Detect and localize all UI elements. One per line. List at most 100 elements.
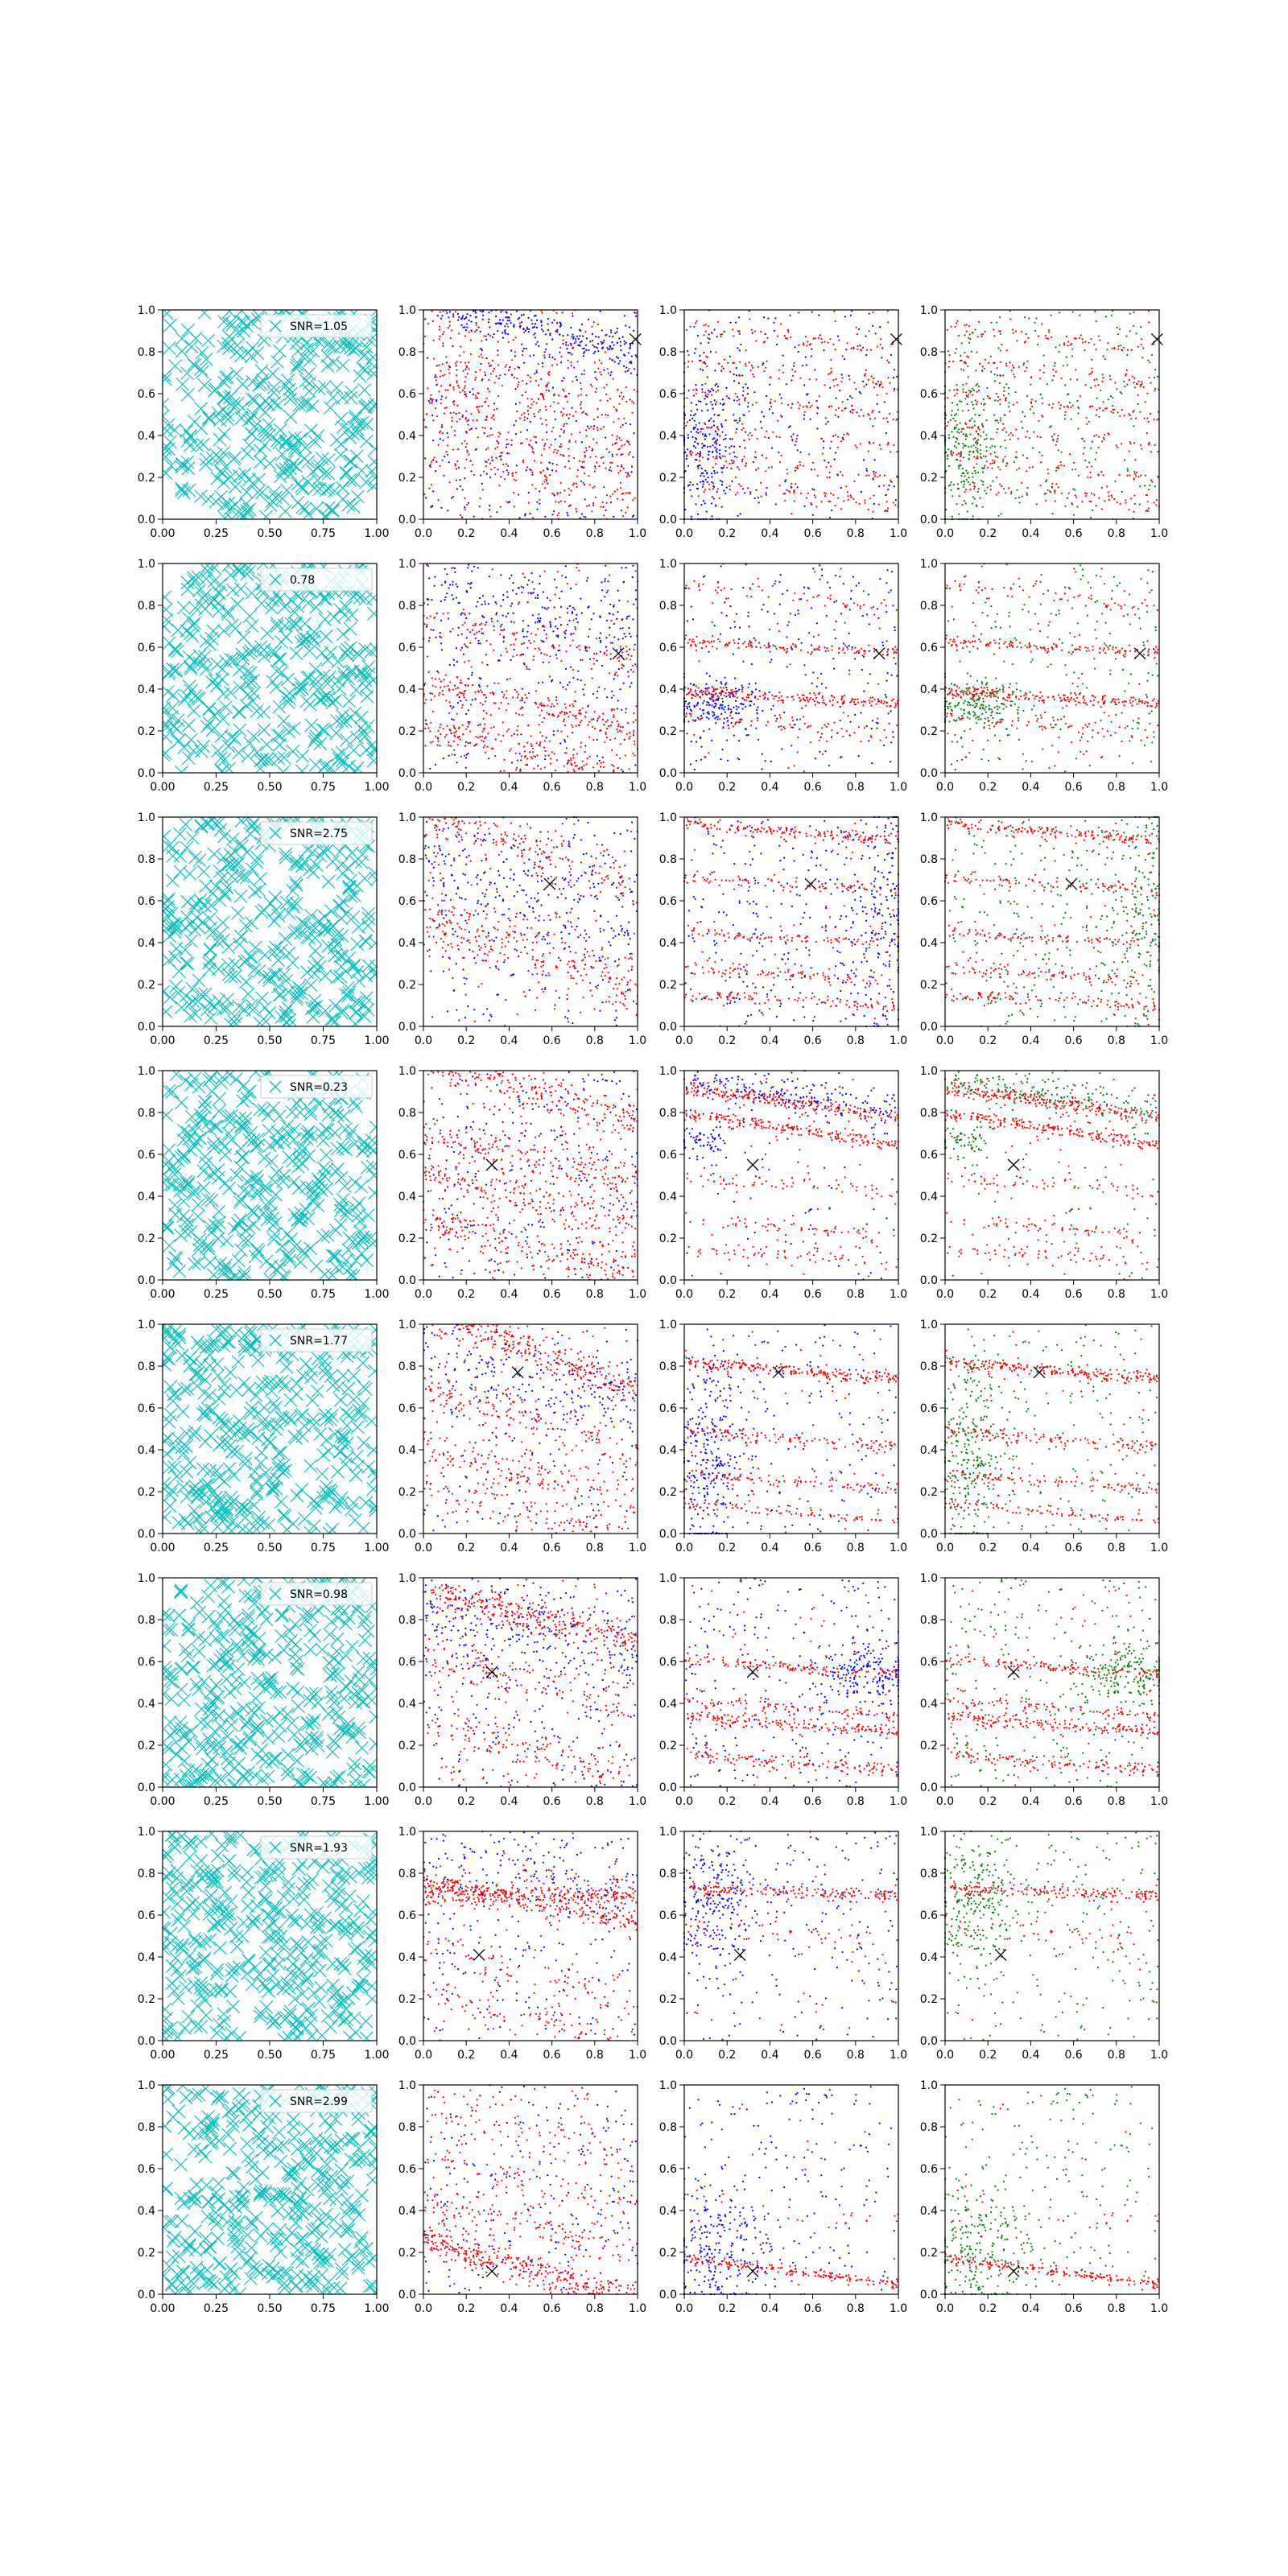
scatter-point-red bbox=[1129, 330, 1131, 332]
scatter-point-green bbox=[1023, 362, 1026, 365]
scatter-point-red bbox=[733, 461, 735, 464]
scatter-point-blue bbox=[452, 706, 455, 708]
scatter-point-red bbox=[703, 324, 705, 327]
scatter-point-blue bbox=[712, 420, 715, 423]
scatter-point-blue bbox=[555, 654, 558, 656]
scatter-point-green bbox=[1094, 458, 1096, 460]
scatter-point-blue bbox=[580, 480, 583, 482]
scatter-point-green bbox=[994, 380, 997, 382]
scatter-point-red bbox=[841, 401, 844, 403]
scatter-point-blue bbox=[744, 492, 746, 494]
scatter-point-red bbox=[605, 727, 609, 730]
y-tick-label: 1.0 bbox=[138, 558, 155, 571]
scatter-point-red bbox=[611, 461, 613, 464]
scatter-point-blue bbox=[526, 763, 529, 766]
scatter-point-green bbox=[953, 445, 956, 448]
scatter-point-red bbox=[516, 733, 518, 736]
scatter-point-red bbox=[568, 759, 570, 762]
scatter-point-red bbox=[1133, 473, 1136, 475]
scatter-point-red bbox=[611, 749, 613, 751]
x-marker bbox=[286, 457, 300, 472]
scatter-point-red bbox=[611, 456, 614, 458]
scatter-point-red bbox=[500, 654, 502, 657]
scatter-point-blue bbox=[774, 317, 777, 320]
scatter-point-red bbox=[494, 738, 497, 741]
scatter-point-red bbox=[619, 757, 621, 760]
scatter-point-red bbox=[478, 405, 481, 408]
scatter-point-red bbox=[493, 419, 495, 421]
x-marker bbox=[311, 473, 324, 487]
scatter-point-red bbox=[430, 629, 432, 631]
scatter-point-red bbox=[454, 728, 456, 730]
scatter-point-blue bbox=[477, 642, 480, 645]
scatter-point-blue bbox=[537, 765, 539, 767]
scatter-point-red bbox=[733, 335, 735, 337]
scatter-point-blue bbox=[737, 514, 739, 517]
scatter-point-red bbox=[876, 345, 878, 348]
scatter-point-red bbox=[591, 325, 593, 328]
scatter-point-red bbox=[437, 671, 440, 674]
scatter-point-blue bbox=[758, 502, 760, 504]
scatter-point-red bbox=[830, 358, 832, 361]
scatter-point-red bbox=[1005, 365, 1008, 367]
scatter-point-red bbox=[584, 331, 587, 333]
scatter-point-red bbox=[452, 388, 455, 390]
scatter-point-blue bbox=[833, 458, 836, 460]
scatter-point-red bbox=[559, 649, 561, 652]
scatter-point-blue bbox=[552, 733, 555, 736]
scatter-point-red bbox=[997, 399, 999, 402]
scatter-point-blue bbox=[757, 497, 760, 499]
scatter-point-blue bbox=[621, 423, 624, 427]
scatter-point-red bbox=[499, 506, 502, 508]
scatter-point-red bbox=[466, 420, 469, 423]
scatter-point-red bbox=[572, 619, 575, 621]
scatter-point-red bbox=[834, 505, 836, 507]
scatter-point-blue bbox=[691, 417, 694, 420]
scatter-point-blue bbox=[506, 320, 509, 322]
scatter-point-blue bbox=[690, 431, 692, 433]
x-marker bbox=[270, 398, 285, 412]
scatter-point-red bbox=[523, 745, 526, 748]
scatter-point-red bbox=[1106, 485, 1108, 488]
scatter-point-red bbox=[1135, 417, 1137, 419]
scatter-point-blue bbox=[484, 374, 487, 377]
scatter-point-red bbox=[467, 423, 469, 426]
scatter-point-red bbox=[948, 354, 951, 357]
scatter-point-red bbox=[740, 485, 742, 488]
scatter-point-blue bbox=[625, 366, 628, 369]
scatter-point-blue bbox=[541, 423, 543, 425]
scatter-point-red bbox=[497, 364, 500, 366]
scatter-point-red bbox=[798, 407, 800, 410]
scatter-point-red bbox=[593, 711, 596, 713]
scatter-point-red bbox=[969, 488, 972, 491]
scatter-point-blue bbox=[481, 628, 483, 630]
scatter-point-red bbox=[602, 426, 605, 428]
scatter-point-red bbox=[588, 736, 591, 738]
scatter-point-blue bbox=[578, 344, 581, 346]
scatter-point-blue bbox=[509, 501, 511, 503]
scatter-point-blue bbox=[778, 393, 781, 396]
scatter-point-red bbox=[1125, 502, 1127, 504]
scatter-point-red bbox=[608, 724, 610, 728]
scatter-point-blue bbox=[547, 469, 549, 471]
scatter-point-red bbox=[567, 359, 569, 361]
scatter-point-red bbox=[890, 451, 892, 453]
scatter-point-red bbox=[947, 397, 949, 399]
scatter-point-blue bbox=[737, 382, 741, 384]
scatter-point-red bbox=[469, 720, 471, 723]
x-marker bbox=[250, 485, 265, 499]
scatter-point-red bbox=[505, 647, 507, 650]
scatter-point-red bbox=[696, 389, 698, 391]
scatter-point-red bbox=[795, 440, 798, 443]
scatter-point-red bbox=[1100, 508, 1104, 510]
scatter-point-blue bbox=[522, 630, 524, 633]
scatter-point-blue bbox=[839, 390, 841, 392]
scatter-point-red bbox=[487, 447, 489, 449]
scatter-point-red bbox=[507, 473, 510, 476]
scatter-point-red bbox=[1104, 434, 1106, 436]
scatter-point-blue bbox=[709, 445, 712, 448]
scatter-point-red bbox=[489, 643, 492, 646]
x-marker bbox=[336, 390, 349, 405]
scatter-point-red bbox=[1141, 382, 1143, 386]
scatter-point-red bbox=[466, 503, 469, 506]
